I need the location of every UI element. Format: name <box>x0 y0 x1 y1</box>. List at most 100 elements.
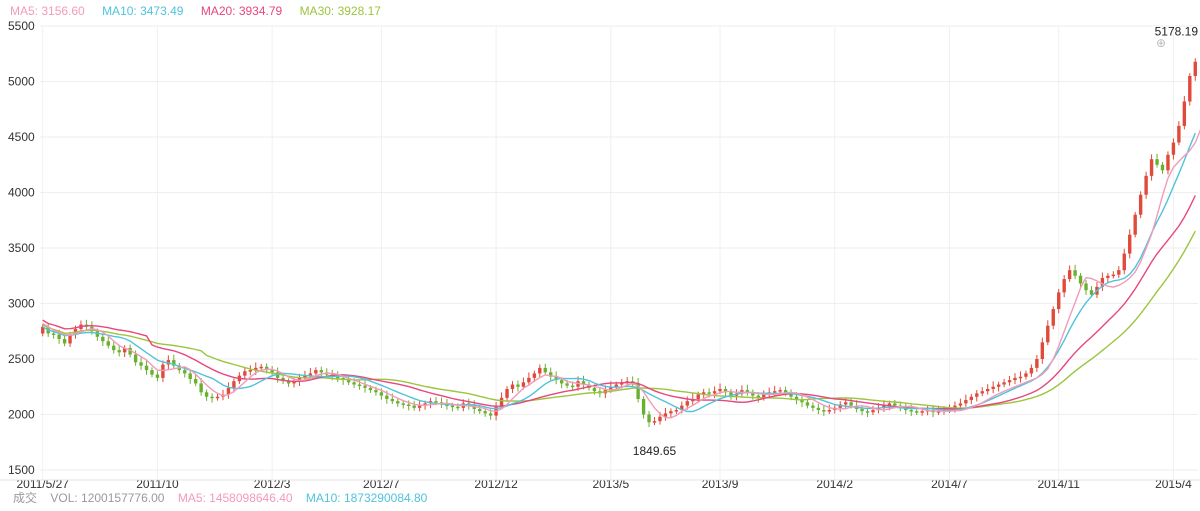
candle-body <box>483 411 487 414</box>
legend-ma10: MA10: 3473.49 <box>102 4 184 18</box>
candle-body <box>532 373 537 378</box>
candle-body <box>707 392 711 394</box>
x-tick-label: 2014/2 <box>816 477 853 491</box>
candle-body <box>232 381 236 388</box>
y-tick-label: 5500 <box>8 19 35 33</box>
candle-body <box>1040 342 1045 359</box>
candle-body <box>210 396 214 399</box>
candle-body <box>1144 175 1148 195</box>
candle-body <box>368 387 373 391</box>
candle-body <box>549 372 553 377</box>
candle-body <box>62 339 67 344</box>
candle-body <box>117 350 121 353</box>
candle-body <box>636 383 640 399</box>
candle-body <box>445 404 449 407</box>
x-tick-label: 2014/7 <box>931 477 968 491</box>
candle-body <box>297 377 302 382</box>
candle-body <box>882 405 886 408</box>
candle-body <box>718 388 722 392</box>
candle-body <box>434 401 438 403</box>
candle-body <box>1002 382 1006 385</box>
candle-body <box>641 398 646 415</box>
volume-ma5: MA5: 1458098646.40 <box>177 491 293 505</box>
volume-legend: 成交 VOL: 1200157776.00 MA5: 1458098646.40… <box>13 489 437 506</box>
candle-body <box>172 360 176 366</box>
x-tick-label: 2013/9 <box>702 477 739 491</box>
ma20-line <box>42 195 1196 410</box>
candle-body <box>270 370 274 373</box>
legend-ma5: MA5: 3156.60 <box>10 4 85 18</box>
candle-body <box>183 370 187 374</box>
candle-body <box>1138 194 1143 215</box>
candle-body <box>128 347 132 355</box>
candle-body <box>275 372 280 378</box>
y-tick-label: 3500 <box>8 241 35 255</box>
legend-ma30: MA30: 3928.17 <box>299 4 381 18</box>
candle-body <box>1051 309 1055 326</box>
candle-body <box>1171 142 1176 155</box>
candle-body <box>1046 325 1050 343</box>
y-tick-label: 4000 <box>8 186 35 200</box>
candle-body <box>1182 101 1187 126</box>
candle-body <box>407 404 411 407</box>
candle-body <box>609 386 613 391</box>
candle-body <box>843 402 848 405</box>
candle-body <box>975 393 979 397</box>
y-tick-label: 2500 <box>8 352 35 366</box>
volume-ma10: MA10: 1873290084.80 <box>305 491 428 505</box>
candle-body <box>805 402 810 406</box>
candle-body <box>505 388 509 398</box>
candle-body <box>1128 234 1132 254</box>
candle-body <box>101 336 105 342</box>
candle-body <box>374 390 378 393</box>
candle-body <box>980 391 984 394</box>
candle-body <box>319 370 323 373</box>
price-annotation: 5178.19 <box>1155 25 1199 39</box>
candle-body <box>1013 377 1017 381</box>
candle-body <box>450 405 455 408</box>
candle-body <box>909 410 913 412</box>
candle-body <box>1166 154 1170 171</box>
candle-body <box>871 410 875 413</box>
candle-body <box>243 371 247 376</box>
candle-body <box>1122 253 1126 271</box>
candle-body <box>521 382 526 387</box>
candle-body <box>1018 376 1023 379</box>
ma10-line <box>42 132 1196 413</box>
y-tick-label: 4500 <box>8 130 35 144</box>
candle-body <box>122 347 127 353</box>
candle-body <box>1067 270 1072 280</box>
x-tick-label: 2014/11 <box>1037 477 1080 491</box>
candle-body <box>751 392 755 396</box>
candle-body <box>1057 292 1061 310</box>
candle-body <box>996 384 1001 387</box>
candle-body <box>308 373 313 376</box>
candle-body <box>133 354 138 363</box>
candle-body <box>658 416 662 422</box>
candle-body <box>953 405 957 408</box>
x-tick-label: 2013/5 <box>592 477 629 491</box>
candle-body <box>516 384 520 387</box>
candle-body <box>669 411 673 414</box>
candle-body <box>1084 283 1088 291</box>
candle-body <box>811 405 815 408</box>
ma30-line <box>42 230 1196 409</box>
candle-body <box>816 407 821 411</box>
candle-body <box>456 406 460 409</box>
candle-body <box>936 411 941 413</box>
candle-body <box>920 411 924 413</box>
candle-body <box>57 334 61 340</box>
candle-body <box>581 381 586 385</box>
ma5-line <box>42 129 1200 419</box>
y-tick-label: 3000 <box>8 297 35 311</box>
candle-body <box>417 405 422 408</box>
candle-body <box>199 383 203 393</box>
candle-body <box>592 387 597 392</box>
x-tick-label: 2012/12 <box>474 477 518 491</box>
candle-body <box>1133 214 1137 235</box>
candle-body <box>1193 61 1197 76</box>
candle-body <box>969 396 974 401</box>
candle-body <box>772 391 777 393</box>
candle-body <box>701 392 706 395</box>
